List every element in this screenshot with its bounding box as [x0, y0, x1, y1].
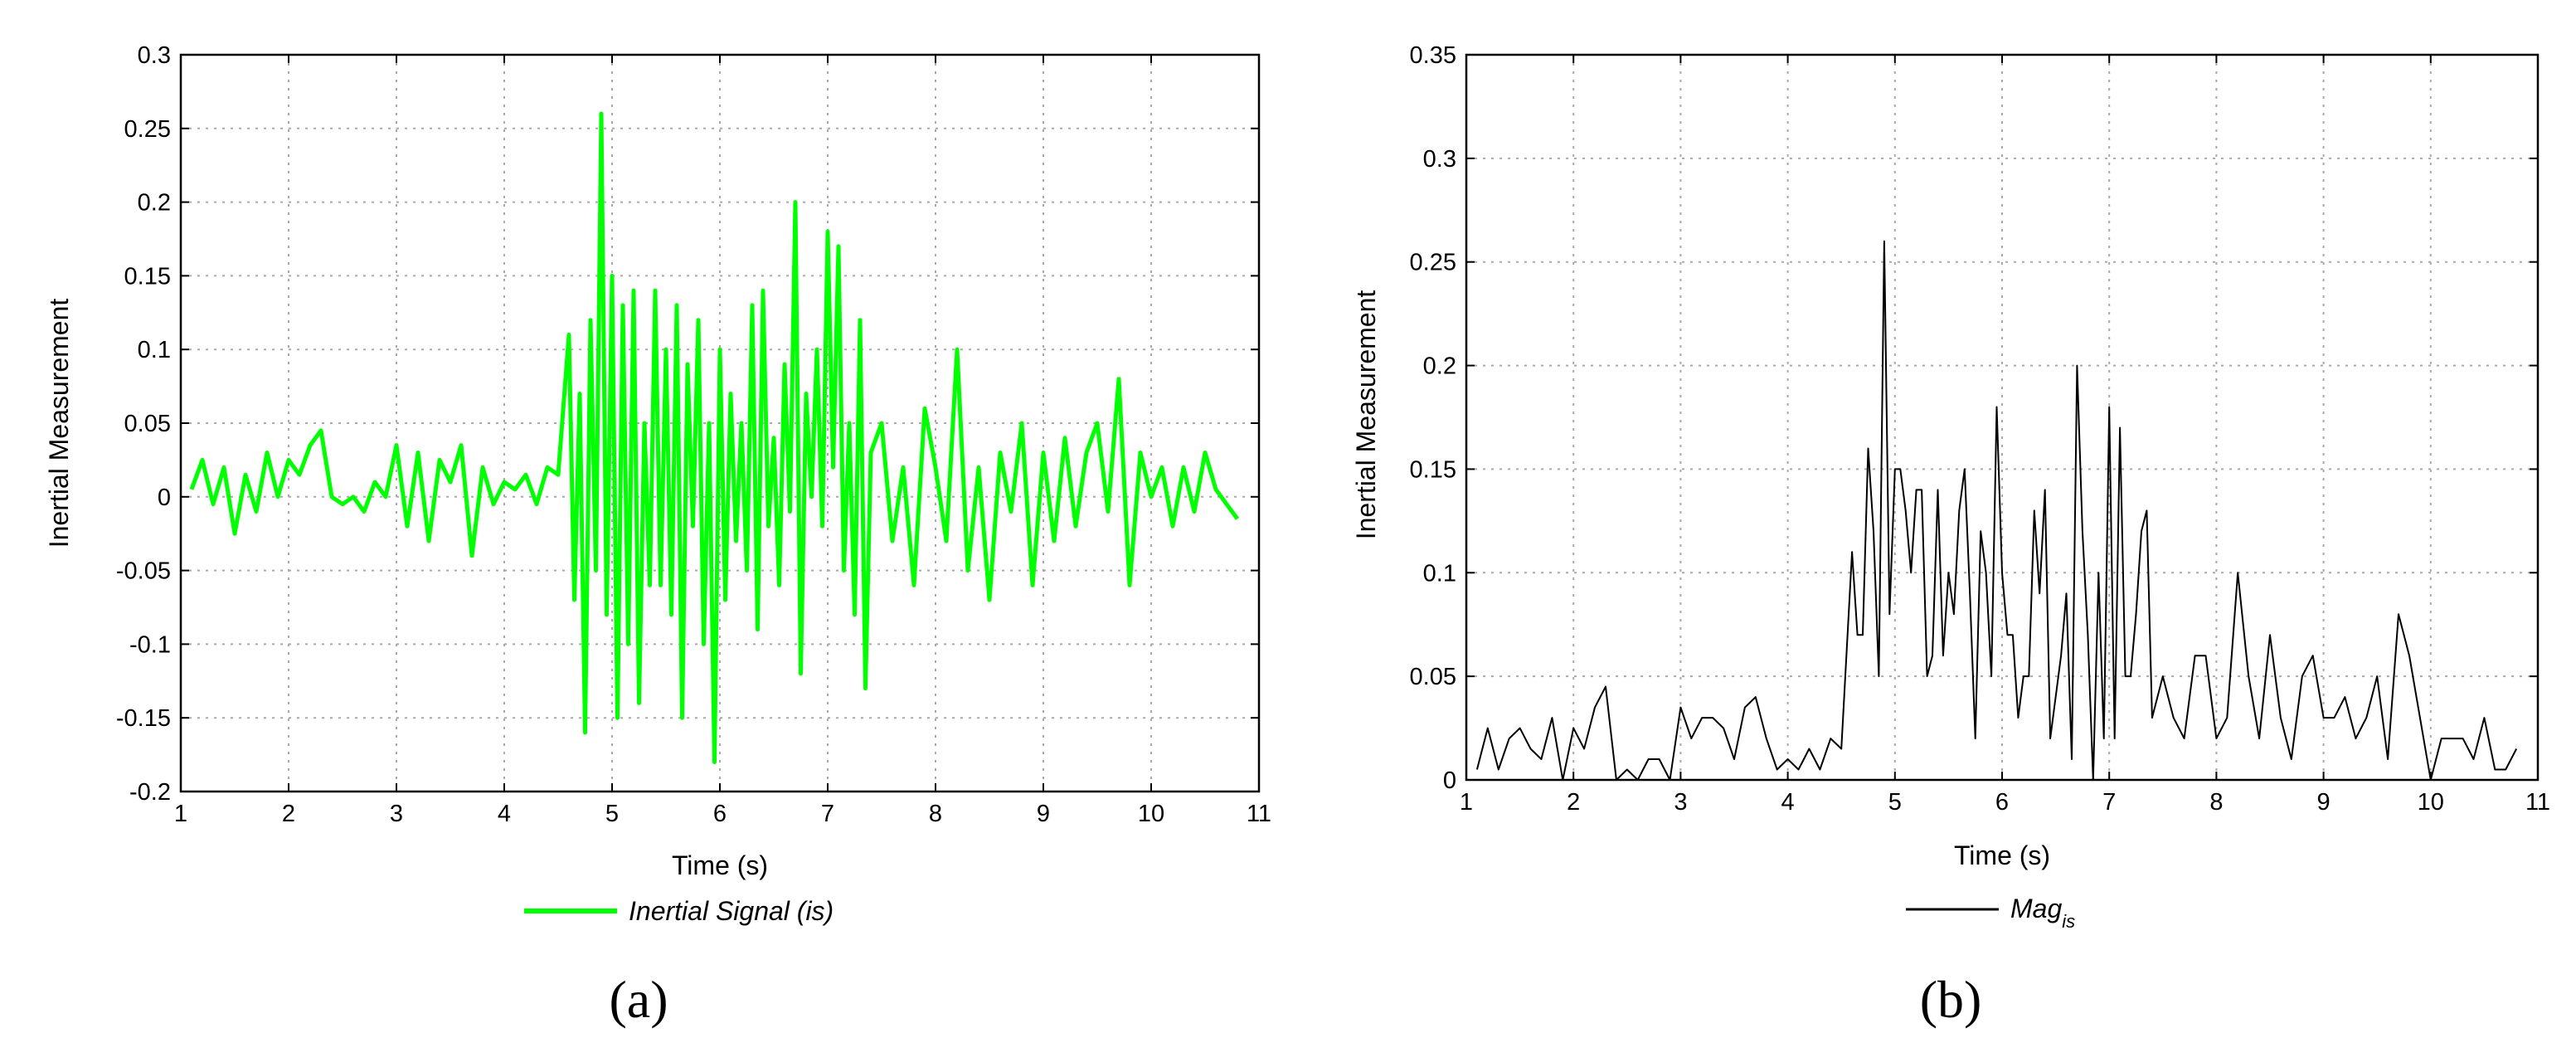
y-tick-label: 0.25 [124, 116, 171, 143]
x-tick-label: 8 [2209, 789, 2223, 816]
y-tick-label: 0.35 [1410, 42, 1456, 69]
legend-label-b-subscript: is [2062, 911, 2075, 932]
y-tick-label: -0.05 [116, 558, 171, 585]
x-tick-label: 8 [929, 801, 942, 827]
plot-area-b [1466, 55, 2538, 780]
y-tick-label: -0.2 [129, 779, 171, 806]
series-b [1475, 240, 2518, 781]
xlabel-b: Time (s) [1954, 840, 2050, 870]
y-tick-label: 0.15 [1410, 456, 1456, 483]
y-tick-label: 0 [1443, 767, 1456, 794]
panel-a: 1 2 3 4 5 6 7 8 9 10 11 -0.2 -0.15 -0.1 -0.05 0 0.05 0.1 0… [44, 42, 1271, 1029]
y-tick-label: 0 [158, 485, 171, 511]
x-tick-label: 11 [2525, 789, 2550, 816]
ylabel-a: Inertial Measurement [44, 299, 74, 548]
x-tick-label: 10 [2418, 789, 2444, 816]
legend-b: Magis [1906, 894, 2075, 932]
x-tick-label: 2 [1567, 789, 1580, 816]
y-tick-label: 0.05 [124, 411, 171, 437]
x-tick-label: 5 [605, 801, 619, 827]
x-tick-label: 4 [1781, 789, 1795, 816]
x-tick-label: 9 [1037, 801, 1050, 827]
y-tick-label: -0.1 [129, 631, 171, 658]
x-tick-label: 10 [1138, 801, 1164, 827]
y-tick-label: 0.1 [138, 337, 171, 363]
x-tick-label: 3 [1674, 789, 1687, 816]
x-tick-label: 4 [498, 801, 511, 827]
x-tick-label: 6 [713, 801, 727, 827]
x-tick-label: 7 [821, 801, 834, 827]
ticks-b: 1 2 3 4 5 6 7 8 9 10 11 0 0.05 0.1 0.15 0.2 0.25 0.3 0.35 [1410, 42, 2551, 816]
x-tick-label: 9 [2317, 789, 2331, 816]
panel-b: 1 2 3 4 5 6 7 8 9 10 1100.050.10.150.20.250.30.35 … [1351, 42, 2550, 1029]
legend-label-a: Inertial Signal (is) [629, 896, 834, 926]
y-tick-label: 0.2 [138, 190, 171, 217]
y-tick-label: 0.3 [1423, 146, 1456, 173]
x-tick-label: 3 [390, 801, 403, 827]
y-tick-label: 0.3 [138, 42, 171, 69]
legend-a: Inertial Signal (is) [524, 896, 834, 926]
x-tick-label: 6 [1995, 789, 2009, 816]
frame-b [1465, 53, 2540, 782]
panel-label-b: (b) [1920, 970, 1982, 1029]
series-line-b [1475, 240, 2518, 781]
grid-a [181, 55, 1259, 792]
xlabel-a: Time (s) [672, 850, 768, 880]
legend-label-b: Magis [2010, 894, 2075, 932]
y-tick-label: 0.15 [124, 263, 171, 290]
x-tick-label: 7 [2102, 789, 2116, 816]
y-tick-label: 0.05 [1410, 664, 1456, 690]
panel-label-a: (a) [609, 970, 668, 1029]
series-a [189, 111, 1240, 764]
y-tick-label: 0.2 [1423, 353, 1456, 380]
x-tick-label: 2 [282, 801, 295, 827]
x-tick-label: 5 [1888, 789, 1902, 816]
frame-a [179, 53, 1261, 793]
ticks-a: 1 2 3 4 5 6 7 8 9 10 11 -0.2 -0.15 -0.1 -0.05 0 0.05 0.1 0… [116, 42, 1271, 827]
x-tick-label: 1 [1460, 789, 1473, 816]
x-tick-label: 1 [174, 801, 187, 827]
y-tick-label: -0.15 [116, 705, 171, 732]
ylabel-b: Inertial Measurement [1351, 290, 1381, 540]
legend-label-b-main: Mag [2010, 894, 2062, 923]
x-tick-label: 11 [1247, 801, 1271, 827]
y-tick-label: 0.25 [1410, 250, 1456, 276]
series-line-a [189, 111, 1240, 764]
y-tick-label: 0.1 [1423, 560, 1456, 587]
